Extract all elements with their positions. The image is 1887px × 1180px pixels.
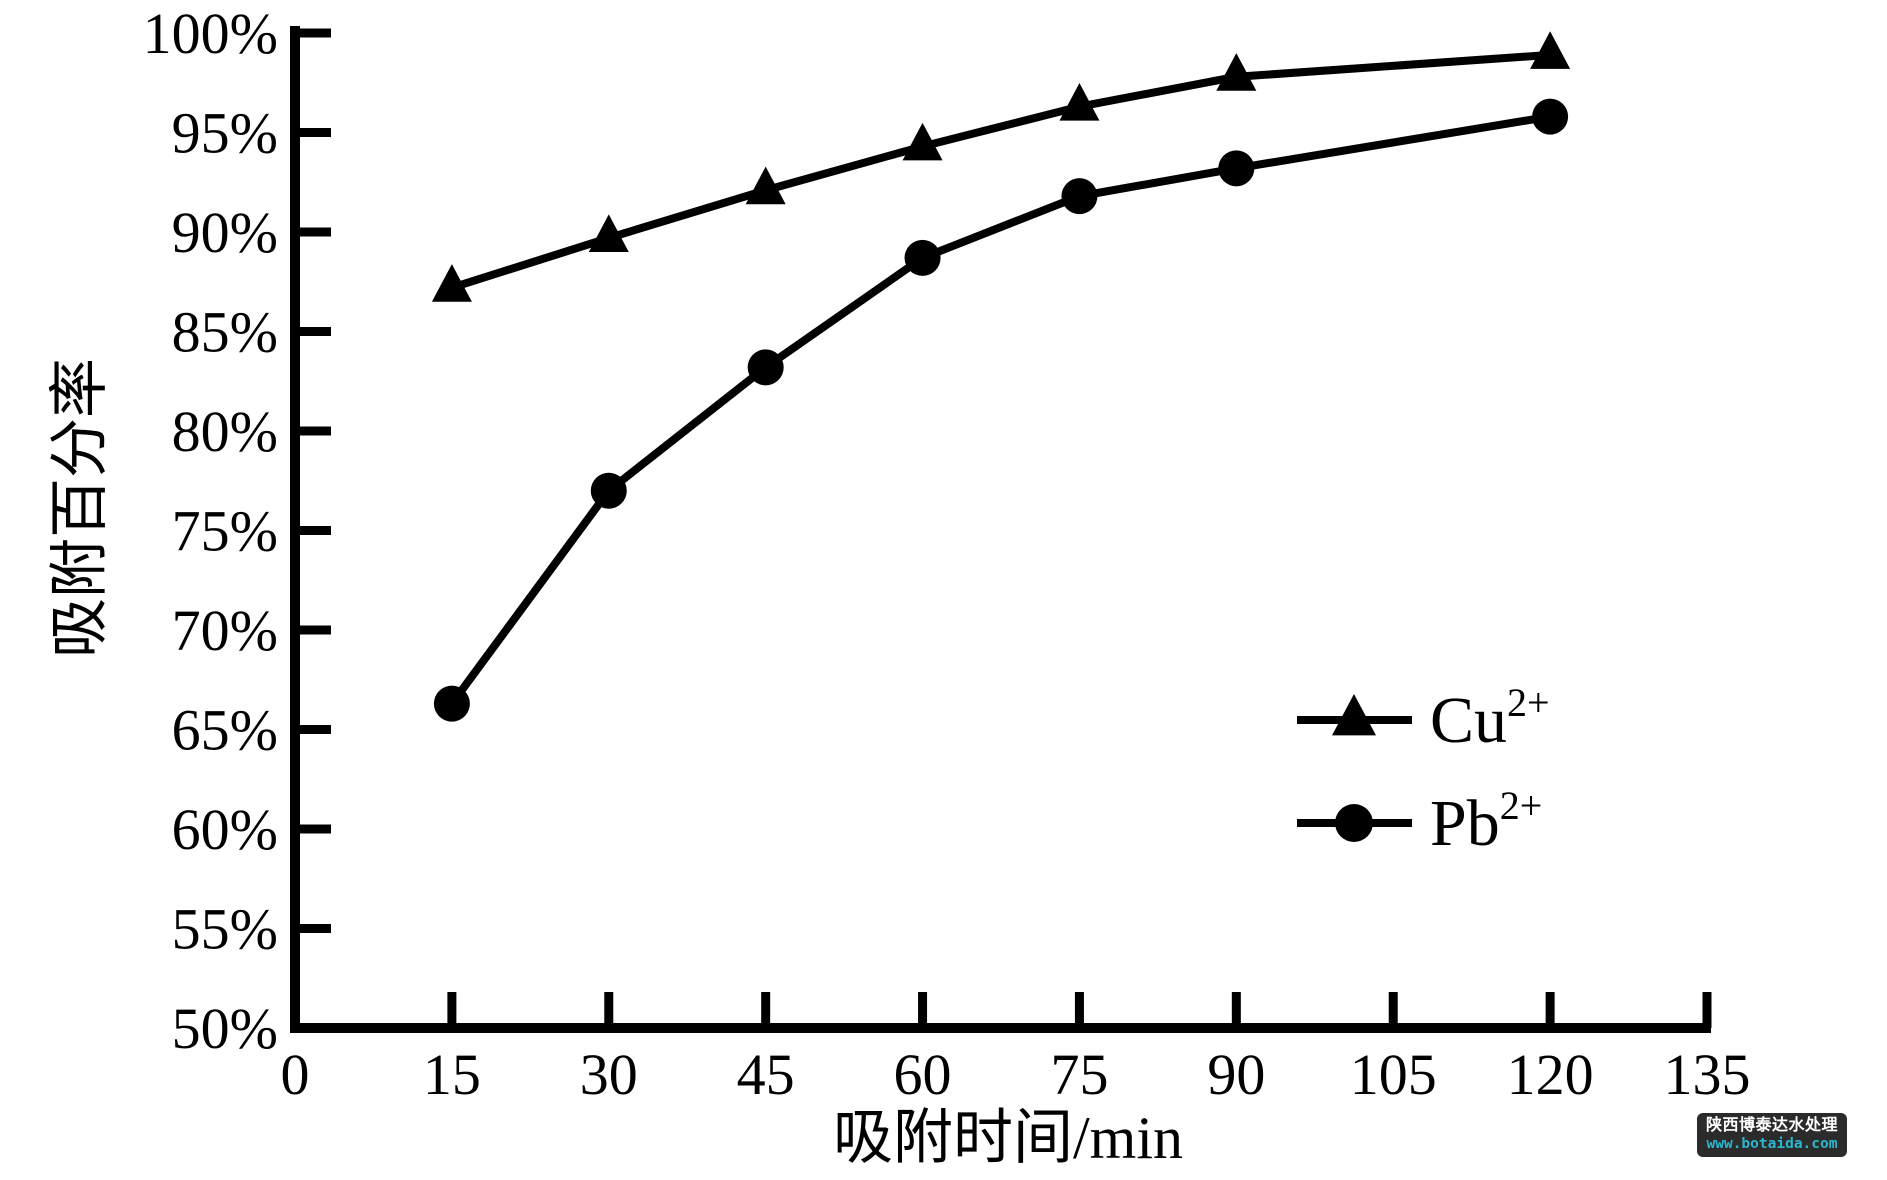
data-point-triangle [1059,83,1100,121]
data-point-circle [1061,178,1098,215]
data-point-circle [1532,98,1569,135]
y-tick-label: 50% [172,996,278,1061]
x-tick-label: 90 [1207,1042,1265,1107]
series-cu [431,31,1571,302]
legend-marker-circle [1335,804,1373,842]
y-axis: 50% 55% 60% 65% 70% 75% 80% 85% 90% 95% 100% [143,1,331,1061]
series-line [448,112,1551,707]
series-line [450,50,1551,292]
y-tick-label: 95% [172,101,278,166]
x-axis: 0 15 30 45 60 75 90 105 120 135 [281,992,1751,1107]
y-tick-label: 65% [172,698,278,763]
data-point-circle [747,349,784,386]
data-point-circle [1218,150,1255,187]
watermark-badge: 陕西博泰达水处理 www.botaida.com [1697,1113,1847,1157]
legend-marker-triangle [1332,694,1376,736]
watermark-url-text: www.botaida.com [1706,1135,1838,1152]
data-point-triangle [745,166,786,205]
y-tick-label: 60% [172,797,278,862]
axes [290,26,1711,1033]
y-axis-title: 吸附百分率 [47,358,113,658]
data-point-triangle [1530,31,1571,69]
data-point-triangle [902,122,943,161]
y-tick-label: 70% [172,598,278,663]
legend-label: Pb2+ [1430,783,1542,860]
y-tick-label: 80% [172,399,278,464]
axis-spines [290,26,1711,1033]
x-tick-label: 105 [1350,1042,1437,1107]
x-tick-label: 15 [423,1042,481,1107]
series-pb [433,98,1569,722]
y-tick-label: 85% [172,300,278,365]
x-tick-label: 75 [1050,1042,1108,1107]
y-tick-label: 75% [172,499,278,564]
data-point-triangle [1216,53,1257,91]
data-point-triangle [588,214,629,252]
data-point-circle [590,472,627,509]
x-tick-label: 0 [281,1042,310,1107]
data-point-circle [904,239,941,276]
legend: Cu2+ Pb2+ [1297,680,1550,860]
x-axis-title: 吸附时间/min [833,1105,1183,1171]
y-tick-label: 90% [172,200,278,265]
y-tick-label: 55% [172,897,278,962]
legend-label: Cu2+ [1430,680,1550,757]
watermark-company-text: 陕西博泰达水处理 [1705,1117,1838,1135]
x-tick-label: 45 [737,1042,795,1107]
x-tick-label: 30 [580,1042,638,1107]
legend-item-cu: Cu2+ [1297,680,1550,757]
x-tick-label: 60 [894,1042,952,1107]
legend-item-pb: Pb2+ [1297,783,1542,860]
x-tick-label: 135 [1664,1042,1751,1107]
y-tick-label: 100% [143,1,278,66]
data-point-triangle [431,264,472,302]
data-point-circle [433,685,470,722]
x-tick-label: 120 [1507,1042,1594,1107]
